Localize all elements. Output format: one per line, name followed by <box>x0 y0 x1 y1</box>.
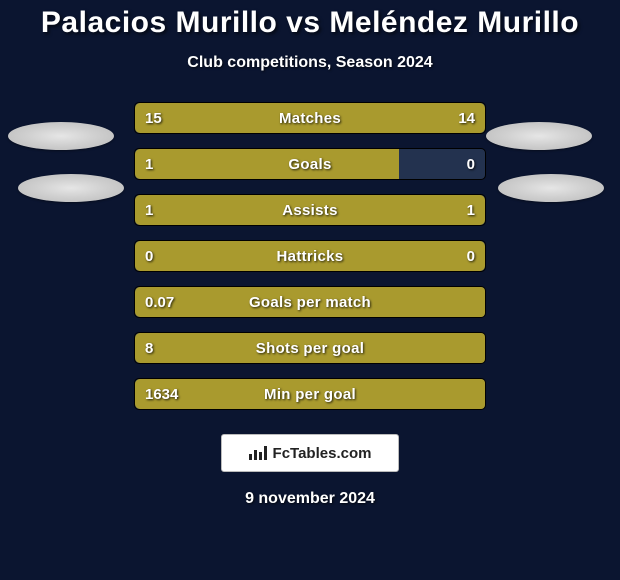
stat-value-left: 0 <box>145 248 153 265</box>
player-shadow <box>486 122 592 150</box>
stat-value-left: 1634 <box>145 386 178 403</box>
stat-row: Assists11 <box>134 194 486 226</box>
stat-row: Goals10 <box>134 148 486 180</box>
stat-row: Matches1514 <box>134 102 486 134</box>
stat-values: 1514 <box>135 103 485 133</box>
title-player2: Meléndez Murillo <box>329 6 579 39</box>
stat-row: Goals per match0.07 <box>134 286 486 318</box>
player-shadow <box>18 174 124 202</box>
stat-values: 1634 <box>135 379 485 409</box>
stat-value-right: 0 <box>467 156 475 173</box>
stat-value-right: 0 <box>467 248 475 265</box>
stat-value-left: 0.07 <box>145 294 174 311</box>
watermark: FcTables.com <box>221 434 399 472</box>
page-title: Palacios Murillo vs Meléndez Murillo <box>0 6 620 40</box>
stats-list: Matches1514Goals10Assists11Hattricks00Go… <box>134 102 486 410</box>
subtitle: Club competitions, Season 2024 <box>0 54 620 72</box>
stat-row: Shots per goal8 <box>134 332 486 364</box>
stat-value-left: 1 <box>145 202 153 219</box>
stat-values: 11 <box>135 195 485 225</box>
stat-value-left: 1 <box>145 156 153 173</box>
stat-value-right: 14 <box>458 110 475 127</box>
stat-values: 8 <box>135 333 485 363</box>
stat-row: Min per goal1634 <box>134 378 486 410</box>
title-player1: Palacios Murillo <box>41 6 277 39</box>
title-vs: vs <box>286 6 320 39</box>
stat-values: 00 <box>135 241 485 271</box>
stat-row: Hattricks00 <box>134 240 486 272</box>
stat-value-left: 15 <box>145 110 162 127</box>
player-shadow <box>8 122 114 150</box>
bar-chart-icon <box>249 446 267 460</box>
date: 9 november 2024 <box>0 490 620 508</box>
comparison-card: Palacios Murillo vs Meléndez Murillo Clu… <box>0 0 620 580</box>
stat-values: 10 <box>135 149 485 179</box>
stat-value-left: 8 <box>145 340 153 357</box>
watermark-text: FcTables.com <box>273 445 372 462</box>
stat-value-right: 1 <box>467 202 475 219</box>
stat-values: 0.07 <box>135 287 485 317</box>
player-shadow <box>498 174 604 202</box>
